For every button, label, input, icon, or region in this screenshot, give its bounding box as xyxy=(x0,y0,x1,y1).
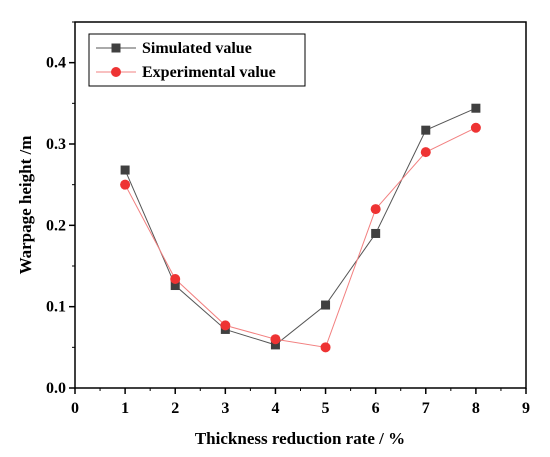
x-tick-label: 7 xyxy=(422,400,430,417)
experimental-point xyxy=(120,179,131,190)
simulated-point xyxy=(170,281,180,291)
x-tick-label: 0 xyxy=(71,400,79,417)
x-tick-label: 9 xyxy=(522,400,530,417)
experimental-point xyxy=(220,320,231,331)
y-tick-label: 0.3 xyxy=(46,136,66,153)
legend-label-2: Experimental value xyxy=(142,64,276,81)
experimental-point xyxy=(420,147,431,158)
x-tick-label: 6 xyxy=(372,400,380,417)
simulated-point xyxy=(371,228,381,238)
y-tick-label: 0.0 xyxy=(46,380,66,397)
x-tick-label: 8 xyxy=(472,400,480,417)
y-axis-title: Warpage height /m xyxy=(16,136,35,275)
legend-box xyxy=(88,33,306,87)
x-tick-label: 2 xyxy=(171,400,179,417)
simulated-point xyxy=(270,340,280,350)
y-tick-label: 0.2 xyxy=(46,217,66,234)
legend-circle-marker xyxy=(111,67,121,77)
experimental-point xyxy=(320,342,331,353)
experimental-point xyxy=(170,274,181,285)
experimental-point xyxy=(370,204,381,215)
simulated-point xyxy=(471,103,481,113)
simulated-point xyxy=(421,125,431,135)
simulated-point xyxy=(120,165,130,175)
simulated-point xyxy=(321,300,331,310)
series-line-1 xyxy=(124,107,477,346)
x-tick-label: 5 xyxy=(322,400,330,417)
legend-label-1: Simulated value xyxy=(142,40,252,57)
legend-square-marker xyxy=(111,43,121,53)
legend: Simulated value Experimental value xyxy=(88,33,306,87)
series-layer xyxy=(120,103,481,353)
experimental-point xyxy=(470,122,481,133)
y-tick-label: 0.4 xyxy=(46,55,66,72)
experimental-point xyxy=(270,334,281,345)
y-tick-label: 0.1 xyxy=(46,299,66,316)
x-axis: 0 1 2 3 4 5 6 7 8 9 xyxy=(71,388,530,417)
x-axis-title: Thickness reduction rate / % xyxy=(195,429,405,448)
x-tick-label: 1 xyxy=(121,400,129,417)
x-tick-label: 4 xyxy=(271,400,279,417)
series-line-2 xyxy=(124,127,477,348)
x-tick-label: 3 xyxy=(221,400,229,417)
y-axis: 0.0 0.1 0.2 0.3 0.4 xyxy=(46,21,75,397)
